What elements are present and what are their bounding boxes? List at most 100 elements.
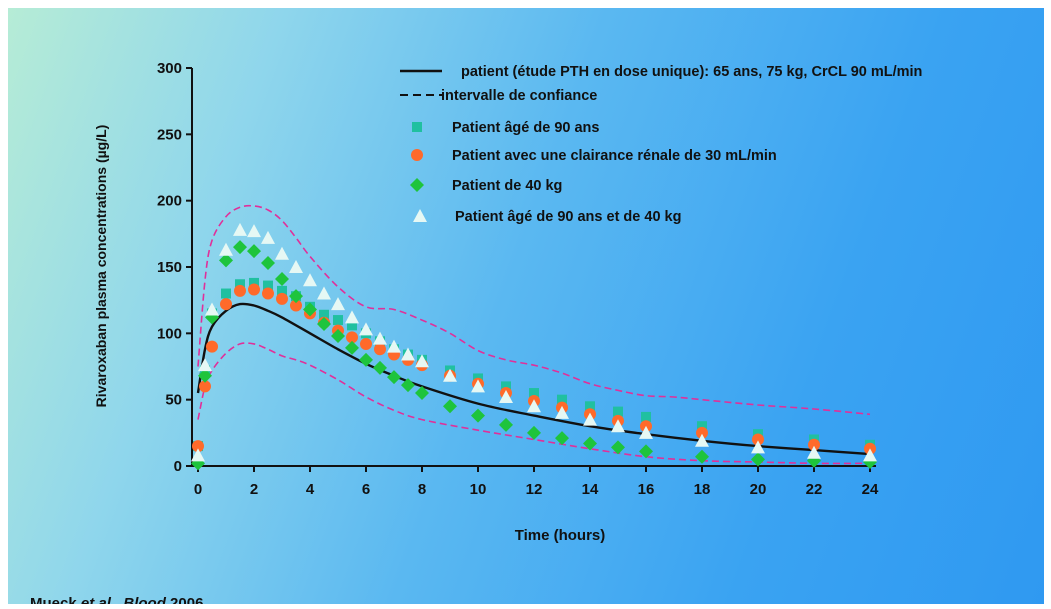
data-point [261, 256, 275, 271]
data-point [499, 417, 513, 432]
x-tick-label: 10 [470, 481, 487, 498]
data-point [471, 379, 485, 393]
data-point [247, 244, 261, 259]
data-point [557, 394, 567, 405]
x-tick-label: 0 [194, 481, 202, 498]
legend-label: Patient âgé de 90 ans et de 40 kg [455, 209, 681, 225]
data-point [219, 253, 233, 268]
data-point [499, 390, 513, 404]
data-point [501, 381, 511, 392]
data-point [373, 331, 387, 345]
y-tick-label: 200 [157, 193, 182, 210]
data-point [639, 444, 653, 459]
series-triangle-markers [191, 222, 877, 462]
data-point [317, 286, 331, 300]
data-point [221, 288, 231, 299]
data-point [752, 433, 764, 446]
data-point [695, 433, 709, 447]
data-point [235, 279, 245, 290]
data-point [345, 310, 359, 324]
data-point [529, 388, 539, 399]
x-tick-label: 12 [526, 481, 543, 498]
data-point [613, 406, 623, 417]
data-point [611, 419, 625, 433]
data-point [387, 339, 401, 353]
data-point [198, 368, 212, 383]
data-point [374, 343, 386, 356]
data-point [471, 408, 485, 423]
legend-item: Patient de 40 kg [410, 178, 562, 194]
data-point [583, 412, 597, 426]
data-point [199, 380, 211, 393]
data-point [205, 302, 219, 316]
data-point [234, 284, 246, 297]
data-point [697, 421, 707, 432]
data-point [248, 283, 260, 296]
data-point [415, 354, 429, 368]
citation: Mueck et al., Blood 2006 [30, 595, 204, 604]
data-point [261, 230, 275, 244]
data-point [192, 440, 204, 453]
y-axis-label: Rivaroxaban plasma concentrations (µg/L) [93, 125, 109, 408]
y-tick-label: 100 [157, 325, 182, 342]
data-point [290, 299, 302, 312]
legend-item: patient (étude PTH en dose unique): 65 a… [400, 64, 922, 80]
data-point [641, 411, 651, 422]
data-point [198, 358, 212, 372]
chart-lines [196, 204, 871, 465]
data-point [191, 448, 205, 462]
data-point [275, 271, 289, 286]
data-point [319, 309, 329, 320]
data-point [289, 260, 303, 273]
x-tick-label: 16 [638, 481, 655, 498]
x-tick-label: 18 [694, 481, 711, 498]
confidence-interval-line [197, 342, 871, 465]
data-point [639, 425, 653, 439]
legend-triangle-swatch [413, 209, 427, 222]
data-point [751, 452, 765, 467]
data-point [303, 273, 317, 287]
legend-item: Patient avec une clairance rénale de 30 … [411, 148, 777, 164]
data-point [345, 340, 359, 355]
data-point [360, 337, 372, 350]
x-tick-label: 14 [582, 481, 599, 498]
legend-label: intervalle de confiance [441, 88, 597, 104]
data-point [289, 289, 303, 304]
data-point [220, 298, 232, 311]
data-point [277, 285, 287, 296]
data-point [808, 438, 820, 451]
data-point [247, 224, 261, 238]
y-tick-label: 300 [157, 60, 182, 77]
y-tick-label: 150 [157, 259, 182, 276]
data-point [317, 317, 331, 332]
x-tick-label: 4 [306, 481, 315, 498]
data-point [262, 287, 274, 300]
data-point [443, 399, 457, 414]
legend-square-swatch [412, 122, 422, 132]
chart-legend: patient (étude PTH en dose unique): 65 a… [400, 64, 922, 225]
data-point [527, 399, 541, 413]
data-point [751, 440, 765, 454]
data-point [249, 277, 259, 288]
data-point [863, 448, 877, 462]
legend-item: intervalle de confiance [400, 88, 597, 104]
data-point [401, 378, 415, 393]
x-tick-label: 2 [250, 481, 258, 498]
x-tick-label: 8 [418, 481, 426, 498]
data-point [555, 431, 569, 446]
slide-background: 0 50 100 150 200 250 300 0 2 4 6 8 10 12 14 16 18 20 22 24 … [8, 8, 1044, 604]
data-point [527, 425, 541, 440]
data-point [583, 436, 597, 451]
data-point [807, 445, 821, 459]
data-point [401, 347, 415, 361]
data-point [443, 368, 457, 382]
legend-label: Patient âgé de 90 ans [452, 120, 599, 136]
x-tick-label: 24 [862, 481, 879, 498]
chart-markers [191, 222, 877, 471]
y-tick-label: 250 [157, 126, 182, 143]
data-point [695, 449, 709, 464]
data-point [373, 360, 387, 375]
legend-diamond-swatch [410, 178, 424, 192]
data-point [359, 352, 373, 367]
legend-item: Patient âgé de 90 ans [412, 120, 599, 136]
